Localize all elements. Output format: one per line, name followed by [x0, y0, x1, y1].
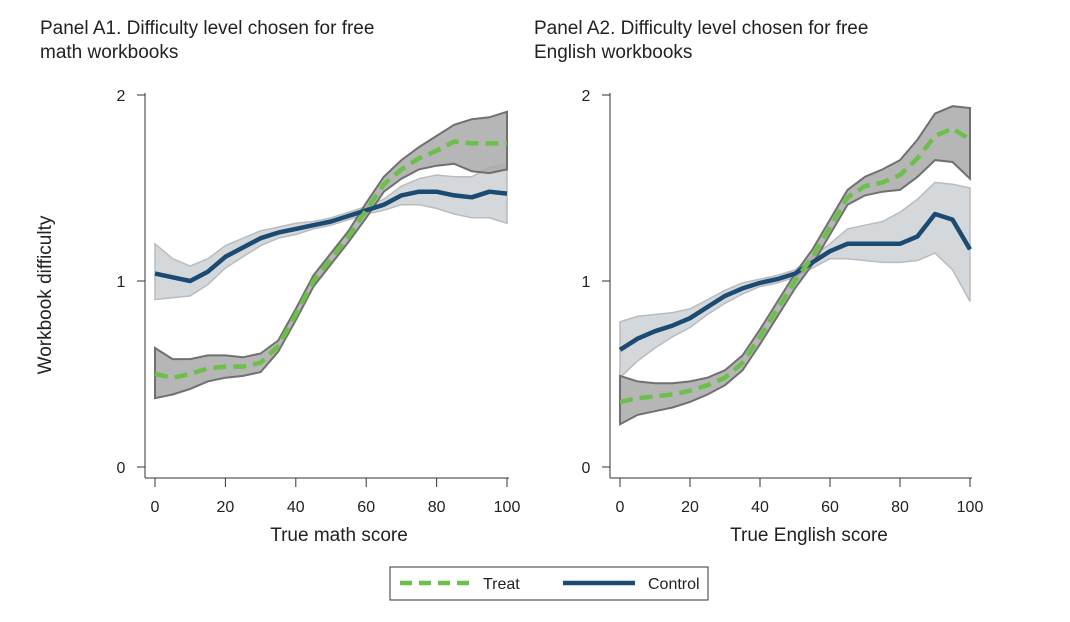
x-tick-label: 20: [217, 499, 235, 516]
treat-line: [619, 126, 972, 405]
y-tick-label: 2: [582, 88, 591, 105]
x-tick-label: 80: [428, 499, 446, 516]
legend-treat-label: Treat: [483, 576, 520, 593]
panel-a1-lines: [154, 139, 508, 380]
y-tick-label: 1: [117, 274, 126, 291]
panel-a2-lines: [618, 126, 972, 405]
x-tick-label: 100: [494, 499, 521, 516]
panel-a2-bands: [619, 105, 971, 426]
x-tick-label: 80: [891, 499, 909, 516]
control-ci-band: [619, 181, 971, 380]
y-axis-label: Workbook difficulty: [35, 215, 56, 374]
x-tick-label: 20: [681, 499, 699, 516]
x-tick-label: 60: [821, 499, 839, 516]
y-tick-label: 1: [582, 274, 591, 291]
control-line: [154, 189, 508, 284]
panel-a2: Panel A2. Difficulty level chosen for fr…: [534, 18, 983, 546]
y-tick-label: 2: [117, 88, 126, 105]
control-line: [618, 211, 972, 352]
y-tick-label: 0: [117, 460, 126, 477]
x-tick-label: 0: [151, 499, 160, 516]
panel-a1-title-line-2: math workbooks: [40, 42, 178, 63]
control-ci-band: [154, 162, 508, 301]
panel-a2-x-axis-label: True English score: [730, 525, 888, 546]
treat-ci-band: [154, 110, 508, 400]
x-tick-label: 40: [287, 499, 305, 516]
panel-a1-bands: [154, 110, 508, 400]
y-tick-label: 0: [582, 460, 591, 477]
treat-line: [154, 139, 507, 380]
legend: Treat Control: [389, 566, 709, 601]
legend-control-label: Control: [648, 576, 700, 593]
panel-a2-title-line-1: Panel A2. Difficulty level chosen for fr…: [534, 18, 868, 39]
panel-a2-title-line-2: English workbooks: [534, 42, 692, 63]
x-tick-label: 100: [957, 499, 984, 516]
x-tick-label: 60: [357, 499, 375, 516]
panel-a1-title-line-1: Panel A1. Difficulty level chosen for fr…: [40, 18, 374, 39]
treat-ci-band: [619, 105, 971, 426]
panel-a1: Panel A1. Difficulty level chosen for fr…: [40, 18, 520, 546]
x-tick-label: 40: [751, 499, 769, 516]
x-tick-label: 0: [616, 499, 625, 516]
panel-a1-x-axis-label: True math score: [270, 525, 408, 546]
